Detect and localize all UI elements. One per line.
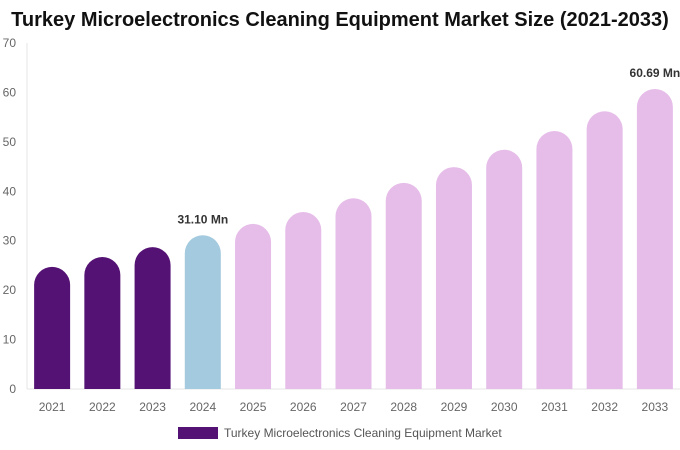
bar-2033 — [636, 89, 673, 389]
bar-2032 — [586, 111, 623, 389]
x-tick-label: 2028 — [390, 400, 417, 414]
data-label: 60.69 Mn — [630, 66, 680, 80]
x-tick-label: 2029 — [441, 400, 468, 414]
x-tick-label: 2031 — [541, 400, 568, 414]
bar-2023 — [134, 247, 171, 389]
x-tick-label: 2030 — [491, 400, 518, 414]
x-tick-label: 2026 — [290, 400, 317, 414]
bar-2027 — [335, 198, 372, 389]
y-tick-label: 0 — [9, 382, 16, 396]
bar-2026 — [285, 212, 322, 389]
x-tick-label: 2025 — [240, 400, 267, 414]
legend-label: Turkey Microelectronics Cleaning Equipme… — [224, 426, 502, 440]
chart-title: Turkey Microelectronics Cleaning Equipme… — [11, 9, 669, 31]
bar-2024 — [184, 235, 221, 389]
y-tick-label: 70 — [3, 36, 17, 50]
legend[interactable]: Turkey Microelectronics Cleaning Equipme… — [178, 426, 502, 440]
x-tick-label: 2024 — [189, 400, 216, 414]
bar-2029 — [435, 167, 472, 389]
y-tick-label: 50 — [3, 135, 17, 149]
y-tick-label: 20 — [3, 283, 17, 297]
bar-2028 — [385, 182, 422, 389]
data-label: 31.10 Mn — [177, 212, 228, 226]
y-tick-label: 60 — [3, 85, 17, 99]
x-tick-label: 2033 — [642, 400, 669, 414]
bar-2030 — [486, 149, 523, 389]
x-tick-label: 2023 — [139, 400, 166, 414]
bar-2031 — [536, 130, 573, 390]
y-tick-label: 40 — [3, 184, 17, 198]
x-tick-label: 2021 — [39, 400, 66, 414]
x-tick-label: 2027 — [340, 400, 367, 414]
bar-2025 — [235, 223, 272, 389]
y-tick-label: 30 — [3, 234, 17, 248]
bar-2022 — [84, 257, 121, 389]
bar-2021 — [34, 266, 71, 389]
x-tick-label: 2032 — [591, 400, 618, 414]
y-tick-label: 10 — [3, 333, 17, 347]
x-tick-label: 2022 — [89, 400, 116, 414]
legend-swatch — [178, 427, 218, 439]
